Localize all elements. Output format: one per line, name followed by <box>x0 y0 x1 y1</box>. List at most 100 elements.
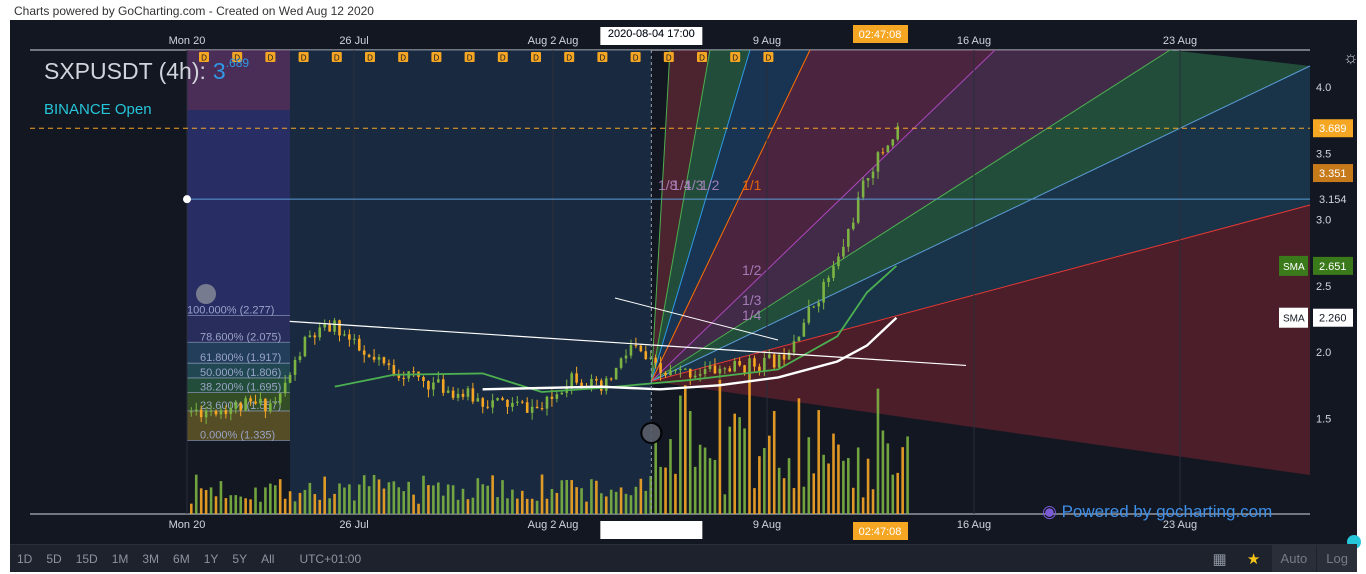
grid-icon[interactable]: ▦ <box>1212 550 1227 568</box>
event-marker: D <box>232 52 243 63</box>
volume-bar <box>827 463 830 514</box>
timezone-selector[interactable]: UTC+01:00 <box>299 551 362 566</box>
candle-body <box>896 126 900 140</box>
candle-body <box>792 341 796 353</box>
candle-body <box>748 358 751 373</box>
auto-scale-button[interactable]: Auto <box>1270 545 1317 572</box>
candle-body <box>283 382 287 394</box>
volume-bar <box>219 481 223 514</box>
volume-bar <box>891 474 895 514</box>
candle-body <box>758 366 761 372</box>
candle-body <box>422 376 425 382</box>
candle-body <box>698 374 702 376</box>
event-marker: D <box>597 52 608 63</box>
gann-fan-line <box>651 65 1311 382</box>
timeframe-1d[interactable]: 1D <box>17 551 33 566</box>
event-marker-label: D <box>367 54 373 63</box>
volume-bar <box>832 433 835 514</box>
candle-body <box>654 357 657 363</box>
candle-body <box>733 361 736 372</box>
candle-body <box>303 336 307 357</box>
candle-body <box>550 396 554 399</box>
candle-body <box>782 354 786 360</box>
candle-body <box>679 368 682 371</box>
timeframe-6m[interactable]: 6M <box>173 551 190 566</box>
candle-body <box>298 356 302 360</box>
candle-body <box>313 335 317 338</box>
candle-body <box>402 377 406 379</box>
price-chart[interactable]: 100.000% (2.277) 78.600% (2.075) 61.800% (… <box>10 20 1357 544</box>
timeframe-3m[interactable]: 3M <box>142 551 160 566</box>
candle-body <box>634 345 638 347</box>
volume-bar <box>441 495 445 514</box>
candle-body <box>851 222 855 229</box>
volume-bar <box>609 489 613 514</box>
event-marker-box <box>199 52 209 62</box>
volume-bar <box>357 484 361 514</box>
volume-bar <box>254 487 257 514</box>
candle-body <box>229 408 233 414</box>
volume-bar <box>278 479 282 514</box>
chart-panel[interactable]: 100.000% (2.277) 78.600% (2.075) 61.800% (… <box>10 20 1361 549</box>
candle-body <box>481 398 485 407</box>
timeframe-all[interactable]: All <box>261 551 275 566</box>
event-marker-label: D <box>334 54 340 63</box>
price-tag-value: 2.651 <box>1319 261 1347 273</box>
volume-bar <box>343 487 346 514</box>
candle-body <box>659 362 662 373</box>
volume-bar <box>644 490 648 514</box>
x-tick-label: 16 Aug <box>957 519 991 531</box>
volume-bar <box>456 499 460 514</box>
timeframe-5y[interactable]: 5Y <box>232 551 248 566</box>
timeframe-5d[interactable]: 5D <box>46 551 62 566</box>
candle-body <box>802 322 806 337</box>
volume-bar <box>348 484 351 514</box>
x-tick-label: 23 Aug <box>1163 519 1197 531</box>
fib-level-label: 61.800% (1.917) <box>200 352 281 364</box>
y-tick-label: 2.0 <box>1316 347 1331 359</box>
fib-level-label: 50.000% (1.806) <box>200 367 281 379</box>
gann-fan-wedge <box>651 205 1310 475</box>
volume-bar <box>288 491 292 514</box>
candle-body <box>254 401 257 404</box>
fib-level-label: 0.000% (1.335) <box>200 429 275 441</box>
candle-body <box>807 306 811 323</box>
price-tag-box <box>1313 256 1353 275</box>
log-scale-button[interactable]: Log <box>1316 545 1357 572</box>
event-marker-label: D <box>699 54 705 63</box>
event-marker-label: D <box>467 54 473 63</box>
candle-body <box>560 392 564 395</box>
candle-body <box>703 369 707 375</box>
event-marker-label: D <box>666 54 672 63</box>
candle-body <box>590 378 593 388</box>
volume-bar <box>328 498 331 514</box>
candle-body <box>269 403 272 412</box>
timeframe-15d[interactable]: 15D <box>75 551 98 566</box>
star-icon[interactable]: ★ <box>1246 550 1261 568</box>
sma-tag-label: SMA <box>1283 314 1305 325</box>
fib-level-label: 78.600% (2.075) <box>200 331 281 343</box>
event-marker-box <box>464 52 475 62</box>
volume-bar <box>506 498 509 514</box>
event-marker-box <box>697 52 707 62</box>
candle-body <box>669 370 672 376</box>
x-tick-label: 26 Jul <box>339 519 368 531</box>
fib-zone <box>187 342 290 364</box>
gann-fan-line <box>651 49 1171 382</box>
candle-body <box>767 354 771 358</box>
timeframe-toolbar: 1D 5D 15D 1M 3M 6M 1Y 5Y All UTC+01:00 ▦… <box>10 544 1357 572</box>
candle-body <box>496 398 499 401</box>
candle-body <box>842 246 845 257</box>
volume-bar <box>654 441 657 514</box>
candle-body <box>219 410 223 415</box>
timeframe-1y[interactable]: 1Y <box>203 551 219 566</box>
settings-icon[interactable]: ☼ <box>1343 48 1359 67</box>
candle-body <box>866 178 870 181</box>
timeframe-1m[interactable]: 1M <box>111 551 129 566</box>
candle-body <box>876 152 880 172</box>
sma-green-line <box>334 265 898 393</box>
powered-by-watermark[interactable]: ◉ Powered by gocharting.com <box>1042 502 1272 522</box>
candle-body <box>209 410 213 412</box>
gann-fan-label: 1/4 <box>742 307 762 323</box>
candle-body <box>397 373 401 378</box>
